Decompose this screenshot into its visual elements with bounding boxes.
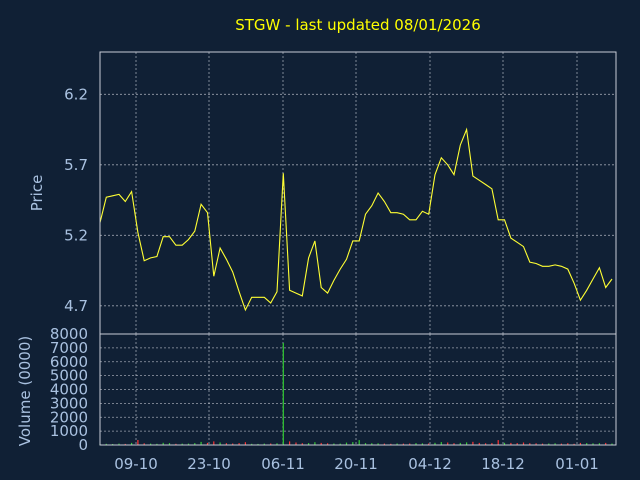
x-tick-label: 04-12 — [408, 455, 452, 473]
volume-tick-label: 1000 — [50, 422, 88, 440]
x-tick-label: 23-10 — [187, 455, 231, 473]
volume-tick-label: 2000 — [50, 408, 88, 426]
volume-frame — [99, 333, 617, 446]
price-tick-label: 5.2 — [64, 226, 88, 244]
price-panel: 6.2 5.7 5.2 4.7 — [64, 51, 617, 335]
volume-tick-label: 7000 — [50, 339, 88, 357]
volume-axis-label: Volume (0000) — [16, 336, 34, 446]
x-tick-label: 20-11 — [334, 455, 378, 473]
x-tick-label: 09-10 — [114, 455, 158, 473]
x-tick-label: 06-11 — [261, 455, 305, 473]
volume-tick-label: 5000 — [50, 367, 88, 385]
x-tick-label: 18-12 — [481, 455, 525, 473]
price-tick-label: 6.2 — [64, 85, 88, 103]
chart-title: STGW - last updated 08/01/2026 — [235, 16, 481, 34]
price-tick-label: 4.7 — [64, 297, 88, 315]
price-tick-label: 5.7 — [64, 156, 88, 174]
volume-tick-label: 8000 — [50, 325, 88, 343]
price-axis-label: Price — [28, 175, 46, 212]
volume-tick-label: 0 — [78, 436, 88, 454]
price-series-line — [99, 127, 613, 312]
volume-tick-label: 6000 — [50, 353, 88, 371]
x-tick-label: 01-01 — [555, 455, 599, 473]
x-axis: 09-10 23-10 06-11 20-11 04-12 18-12 01-01 — [114, 455, 599, 473]
volume-tick-label: 3000 — [50, 394, 88, 412]
volume-tick-label: 4000 — [50, 381, 88, 399]
